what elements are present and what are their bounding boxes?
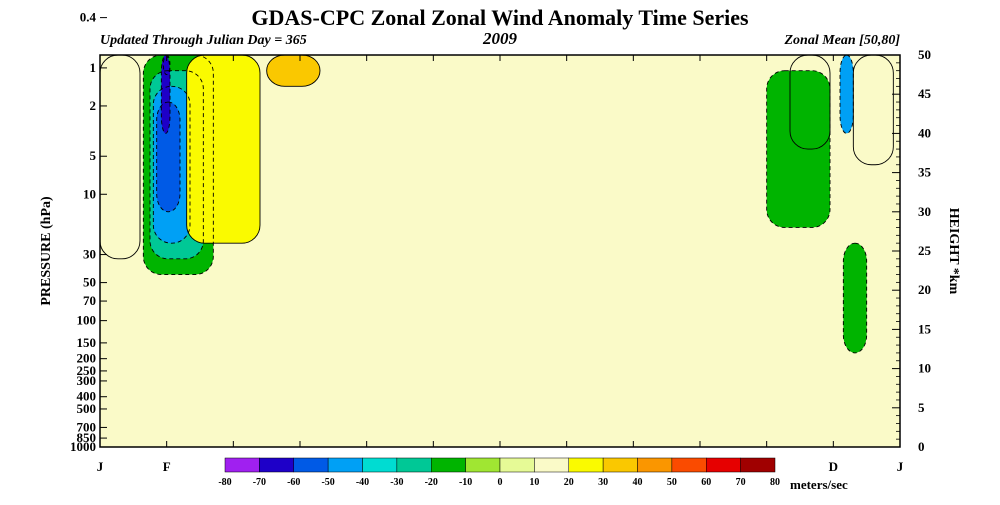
pressure-tick-label-0: 0.4 — [80, 10, 97, 25]
pressure-tick-label-8: 100 — [77, 313, 97, 328]
anomaly-region-6 — [186, 55, 260, 244]
pressure-tick-label-10: 200 — [77, 351, 97, 366]
colorbar-bin-15 — [740, 457, 776, 473]
anomaly-region-7 — [266, 55, 320, 87]
pressure-tick-label-15: 700 — [77, 419, 97, 434]
anomaly-region-11 — [766, 70, 830, 228]
colorbar-label-6: -20 — [425, 477, 438, 488]
anomaly-region-8 — [100, 55, 140, 259]
contour-lines — [100, 55, 894, 354]
colorbar-bin-12 — [637, 457, 673, 473]
colorbar-bin-14 — [706, 457, 741, 473]
height-tick-label-10: 50 — [918, 47, 931, 62]
x-tick-label-11: D — [829, 459, 838, 474]
height-tick-label-0: 0 — [918, 439, 925, 454]
contour-6 — [186, 55, 261, 244]
pressure-tick-label-12: 300 — [77, 373, 97, 388]
colorbar-label-2: -60 — [287, 477, 300, 488]
colorbar-label-11: 30 — [598, 477, 608, 488]
height-tick-label-4: 20 — [918, 282, 931, 297]
contour-11 — [766, 70, 831, 228]
chart-subtitle-year: 2009 — [482, 29, 518, 48]
contour-5 — [160, 55, 171, 134]
y-axis-label-left: PRESSURE (hPa) — [39, 196, 54, 306]
pressure-tick-label-1: 1 — [90, 60, 97, 75]
colorbar-label-13: 50 — [667, 477, 677, 488]
height-tick-label-7: 35 — [918, 165, 932, 180]
pressure-tick-label-7: 70 — [83, 293, 96, 308]
pressure-tick-label-5: 30 — [83, 247, 96, 262]
height-tick-label-6: 30 — [918, 204, 931, 219]
colorbar-bin-8 — [499, 457, 535, 473]
height-tick-label-3: 15 — [918, 321, 932, 336]
colorbar-label-1: -70 — [253, 477, 266, 488]
colorbar-bin-9 — [534, 457, 569, 473]
pressure-tick-label-13: 400 — [77, 389, 97, 404]
height-tick-label-2: 10 — [918, 361, 931, 376]
pressure-tick-label-14: 500 — [77, 401, 97, 416]
pressure-tick-label-11: 250 — [77, 363, 97, 378]
chart-title: GDAS-CPC Zonal Zonal Wind Anomaly Time S… — [251, 5, 749, 30]
contour-9 — [789, 55, 831, 150]
colorbar-bin-5 — [396, 457, 432, 473]
colorbar-label-5: -30 — [390, 477, 403, 488]
anomaly-region-10 — [853, 55, 894, 165]
contour-3 — [152, 85, 191, 244]
height-axis-ticks: 0 5 10 15 20 25 30 35 40 45 50 — [892, 47, 932, 454]
colorbar-label-14: 60 — [701, 477, 711, 488]
colorbar-label-7: -10 — [459, 477, 472, 488]
contour-8 — [100, 55, 141, 260]
anomaly-region-13 — [840, 55, 854, 134]
y-axis-label-right: HEIGHT *km — [946, 208, 961, 295]
colorbar-label-15: 70 — [736, 477, 746, 488]
anomaly-region-5 — [161, 55, 170, 134]
colorbar-label-9: 10 — [529, 477, 539, 488]
colorbar-units: meters/sec — [790, 477, 848, 492]
x-tick-label-0: J — [97, 459, 104, 474]
colorbar-label-16: 80 — [770, 477, 780, 488]
colorbar-bin-4 — [362, 457, 398, 473]
colorbar-bin-11 — [602, 457, 638, 473]
contour-12 — [842, 242, 868, 354]
pressure-tick-label-16: 850 — [77, 430, 97, 445]
colorbar: -80 -70 -60 -50 -40 -30 -20 -10 0 10 20 30 40 50 60 70 8… — [218, 457, 780, 488]
height-tick-label-9: 45 — [918, 86, 932, 101]
contour-0 — [162, 55, 171, 76]
colorbar-label-10: 20 — [564, 477, 574, 488]
contour-7 — [266, 55, 321, 87]
pressure-tick-label-17: 1000 — [70, 439, 96, 454]
colorbar-bin-7 — [465, 457, 501, 473]
pressure-tick-label-9: 150 — [77, 335, 97, 350]
height-tick-label-5: 25 — [918, 243, 932, 258]
contour-4 — [156, 101, 181, 213]
colorbar-bin-3 — [327, 457, 363, 473]
x-tick-label-12: J — [897, 459, 904, 474]
pressure-tick-label-3: 5 — [90, 148, 97, 163]
colorbar-label-4: -40 — [356, 477, 369, 488]
pressure-tick-label-2: 2 — [90, 98, 97, 113]
colorbar-bin-6 — [431, 457, 466, 473]
anomaly-region-12 — [843, 243, 867, 353]
height-tick-label-8: 40 — [918, 125, 931, 140]
contour-1 — [142, 55, 214, 275]
pressure-tick-label-6: 50 — [83, 275, 96, 290]
colorbar-bin-0 — [224, 457, 260, 473]
colorbar-bin-1 — [259, 457, 294, 473]
colorbar-bin-13 — [671, 457, 707, 473]
colorbar-label-3: -50 — [321, 477, 334, 488]
anomaly-regions — [100, 55, 894, 353]
colorbar-label-12: 40 — [633, 477, 643, 488]
x-tick-label-1: F — [163, 459, 171, 474]
height-tick-label-1: 5 — [918, 400, 925, 415]
colorbar-bin-2 — [293, 457, 329, 473]
colorbar-bin-10 — [568, 457, 604, 473]
colorbar-label-0: -80 — [218, 477, 231, 488]
contour-2 — [149, 70, 204, 260]
pressure-tick-label-4: 10 — [83, 186, 96, 201]
chart-subtitle-right: Zonal Mean [50,80] — [784, 33, 901, 48]
colorbar-label-8: 0 — [498, 477, 503, 488]
chart-subtitle-left: Updated Through Julian Day = 365 — [100, 33, 307, 48]
